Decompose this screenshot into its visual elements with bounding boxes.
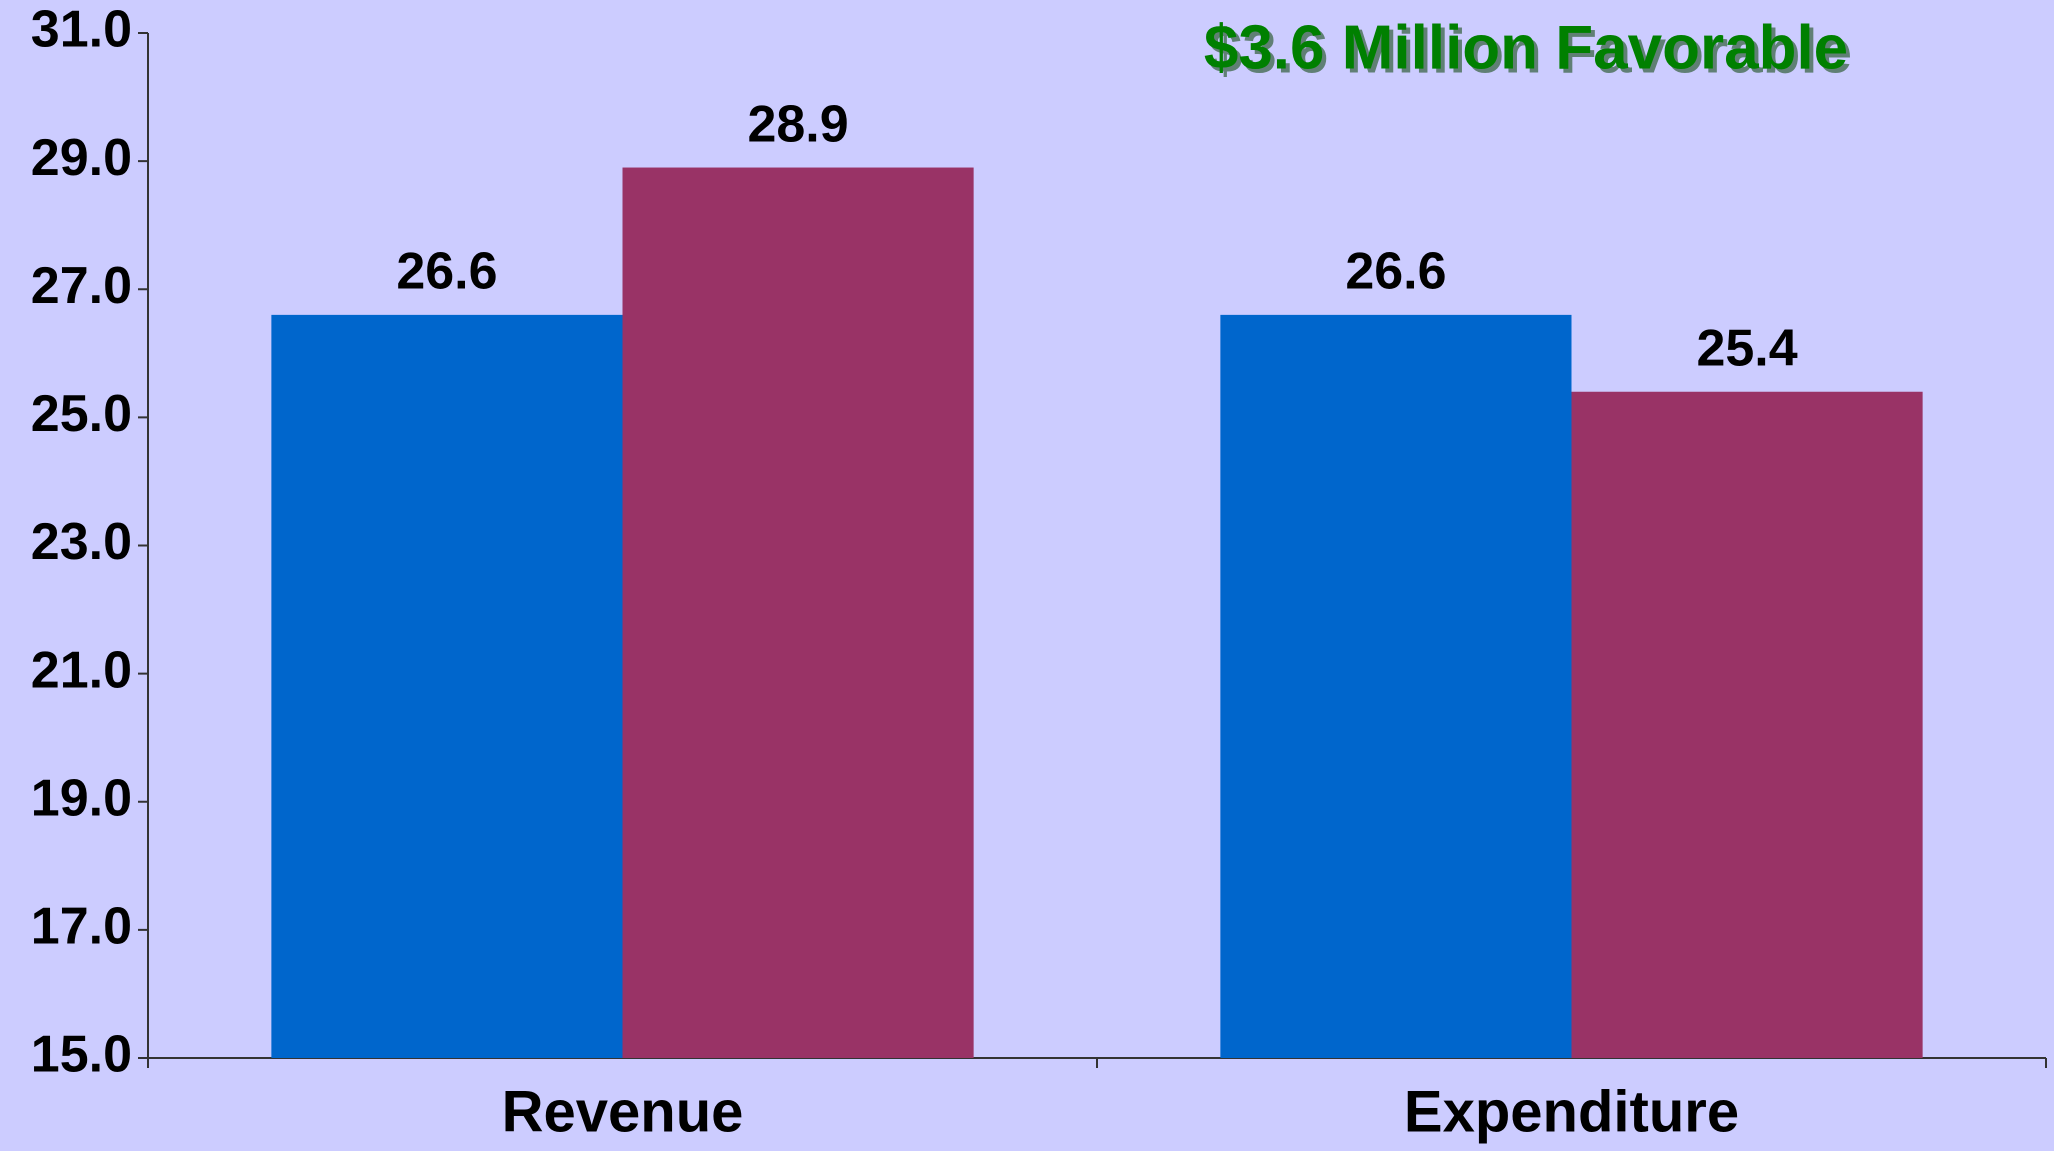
- annotation: $3.6 Million Favorable: [1204, 13, 1848, 82]
- y-tick-label: 17.0: [31, 898, 132, 956]
- value-label: 26.6: [396, 243, 497, 301]
- x-tick-label: Expenditure: [1404, 1079, 1739, 1144]
- y-tick-label: 31.0: [31, 1, 132, 59]
- value-label: 28.9: [747, 95, 848, 153]
- bar: [622, 167, 974, 1058]
- bar: [1220, 314, 1572, 1058]
- y-tick-label: 25.0: [31, 385, 132, 443]
- value-label: 26.6: [1345, 243, 1446, 301]
- x-tick-label: Revenue: [502, 1079, 744, 1144]
- value-label: 25.4: [1696, 319, 1797, 377]
- y-tick-label: 27.0: [31, 257, 132, 315]
- y-tick-label: 15.0: [31, 1026, 132, 1084]
- bar: [271, 314, 623, 1058]
- y-tick-label: 29.0: [31, 129, 132, 187]
- y-tick-label: 23.0: [31, 513, 132, 571]
- bar: [1571, 391, 1923, 1058]
- y-tick-label: 21.0: [31, 641, 132, 699]
- y-tick-label: 19.0: [31, 769, 132, 827]
- annotation-shadow: $3.6 Million Favorable: [1208, 17, 1852, 86]
